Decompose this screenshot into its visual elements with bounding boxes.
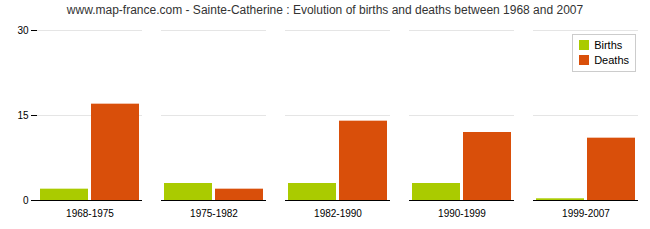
svg-text:1982-1990: 1982-1990 — [314, 208, 362, 219]
svg-text:15: 15 — [17, 110, 29, 121]
html-text:www.map-france.com - Sainte-Ca: www.map-france.com - Sainte-Catherine : … — [66, 3, 584, 17]
svg-text:1990-1999: 1990-1999 — [438, 208, 486, 219]
svg-text:1975-1982: 1975-1982 — [190, 208, 238, 219]
html-text:Deaths: Deaths — [594, 54, 629, 66]
svg-text:1999-2007: 1999-2007 — [562, 208, 610, 219]
html-text:Births: Births — [594, 39, 623, 51]
svg-text:0: 0 — [23, 195, 29, 206]
svg-text:30: 30 — [17, 25, 29, 36]
svg-text:1968-1975: 1968-1975 — [66, 208, 114, 219]
